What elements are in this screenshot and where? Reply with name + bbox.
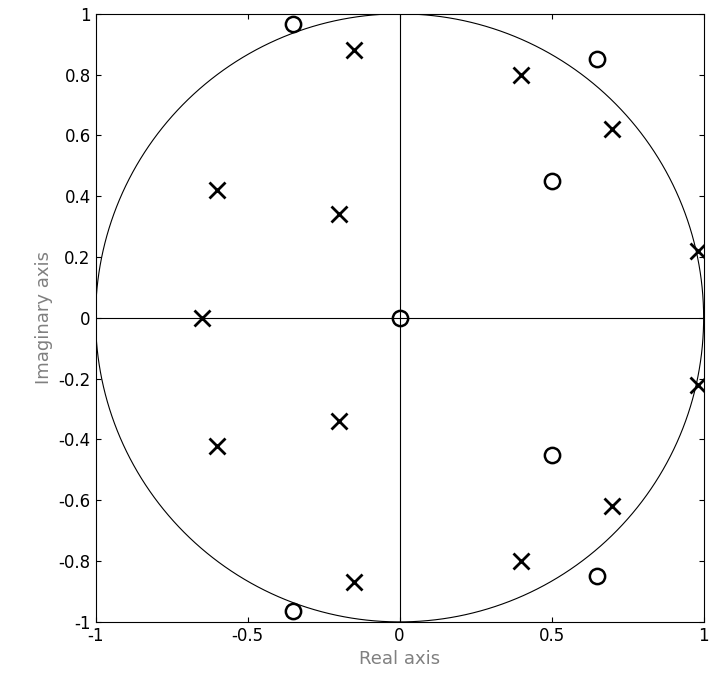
Y-axis label: Imaginary axis: Imaginary axis xyxy=(35,252,53,384)
X-axis label: Real axis: Real axis xyxy=(359,650,440,668)
